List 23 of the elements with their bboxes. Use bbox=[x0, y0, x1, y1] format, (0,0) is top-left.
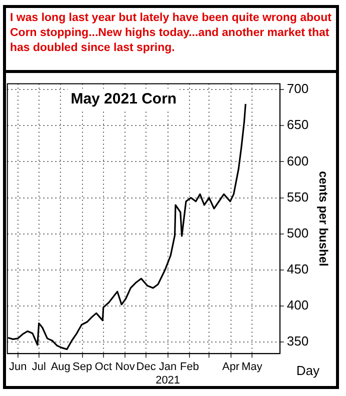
x-tick-label: Jun bbox=[8, 361, 27, 374]
x-tick-label: Sep bbox=[72, 361, 92, 374]
y-tick-label: 600 bbox=[286, 153, 309, 168]
x-tick-label: Aug bbox=[50, 361, 70, 374]
x-tick-label: May bbox=[241, 361, 263, 374]
y-tick-label: 450 bbox=[286, 261, 309, 276]
y-tick-label: 550 bbox=[286, 189, 309, 204]
x-tick-label: Dec bbox=[136, 361, 156, 374]
text: May 2021 Corn bbox=[70, 90, 177, 108]
x-tick-label: Oct bbox=[94, 361, 112, 374]
x-tick-label: Jan 2021 bbox=[156, 361, 180, 386]
y-tick-label: 500 bbox=[286, 225, 309, 240]
x-axis-title: Day bbox=[296, 363, 320, 378]
x-tick-label: Nov bbox=[115, 361, 136, 374]
y-tick-label: 700 bbox=[286, 81, 309, 96]
text: I was long last year but lately have been quite wrong about Corn stopping...New highs today...and another market that has doubled since last spring. bbox=[10, 11, 332, 56]
y-axis-title: cents per bushel bbox=[316, 171, 330, 266]
x-tick-label: Feb bbox=[180, 361, 200, 374]
y-tick-label: 650 bbox=[286, 117, 309, 132]
x-tick-label: Jul bbox=[32, 361, 46, 374]
y-tick-label: 350 bbox=[286, 334, 309, 349]
y-tick-label: 400 bbox=[286, 298, 309, 313]
x-tick-label: Apr bbox=[222, 361, 240, 374]
